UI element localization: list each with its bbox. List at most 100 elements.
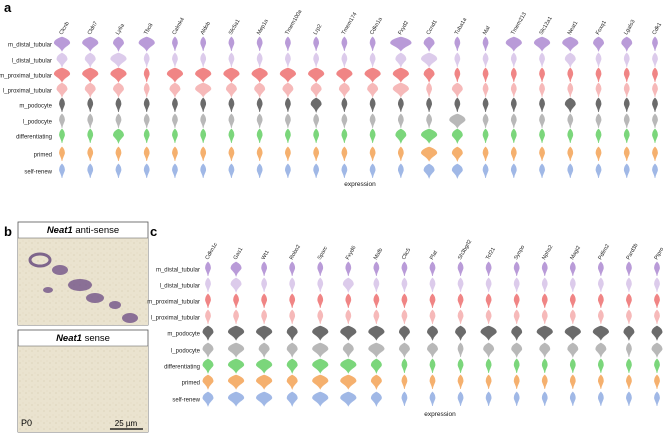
violin <box>110 52 127 68</box>
violin <box>115 163 122 179</box>
violin <box>59 163 65 179</box>
violin <box>369 36 376 52</box>
violin <box>429 374 436 390</box>
violin <box>205 261 211 277</box>
violin <box>539 128 545 144</box>
violin <box>317 293 324 309</box>
violin <box>539 113 545 129</box>
probe: anti-sense <box>73 225 119 236</box>
gene-label: Sh3bgrl2 <box>457 239 473 261</box>
violin <box>370 374 382 391</box>
violin <box>654 293 660 309</box>
violin <box>401 293 408 309</box>
violin <box>623 163 630 179</box>
violin <box>336 67 353 83</box>
violin <box>143 82 150 98</box>
gene-label: Aldob <box>200 21 212 36</box>
violin <box>143 128 150 144</box>
violin <box>510 113 517 129</box>
violin <box>340 325 357 341</box>
violin <box>567 67 574 83</box>
violin <box>654 277 660 293</box>
gene-label: Tmem100a <box>284 8 304 36</box>
violin <box>285 146 291 162</box>
violin <box>623 325 635 342</box>
violin <box>597 261 604 277</box>
violin <box>230 261 242 278</box>
violin <box>513 391 520 407</box>
violin <box>285 97 291 113</box>
violin <box>369 146 376 162</box>
gene-label: Lgals3 <box>623 19 636 36</box>
violin <box>623 52 630 68</box>
violin <box>256 146 263 162</box>
violin <box>313 128 320 144</box>
violin <box>457 374 464 390</box>
violin <box>652 67 658 83</box>
gene-label: Wt1 <box>261 250 271 261</box>
violin <box>485 309 492 325</box>
violin <box>166 67 184 83</box>
violin <box>254 82 266 99</box>
violin <box>513 309 520 325</box>
gene-label: Neat1 <box>567 20 580 36</box>
violin <box>541 358 548 374</box>
violin <box>392 82 409 98</box>
violin <box>84 82 96 99</box>
violin <box>285 36 291 52</box>
violin <box>595 52 602 68</box>
row-label: m_distal_tubular <box>156 268 200 274</box>
violin <box>420 128 438 144</box>
violin <box>429 261 436 277</box>
row-label: l_proximal_tubular <box>3 89 52 95</box>
violin <box>56 82 68 99</box>
violin <box>285 163 291 179</box>
violin <box>510 128 517 144</box>
violin <box>313 146 320 162</box>
violin <box>373 309 380 325</box>
violin <box>338 82 350 99</box>
violin <box>392 67 409 83</box>
violin <box>623 113 630 129</box>
row-label: self-renew <box>172 398 200 404</box>
violin <box>541 261 548 277</box>
violin <box>53 67 71 83</box>
violin <box>652 36 658 52</box>
violin <box>457 358 464 374</box>
violin <box>143 67 150 83</box>
violin <box>289 293 296 309</box>
violin <box>227 374 245 390</box>
panel-label: a <box>4 0 12 15</box>
violin <box>457 309 464 325</box>
violin <box>202 358 214 375</box>
violin <box>541 391 548 407</box>
violin <box>286 325 298 342</box>
violin <box>233 309 239 325</box>
violin <box>59 113 65 129</box>
gene-label: Pdlim2 <box>597 243 611 261</box>
violin <box>480 325 497 341</box>
row-label: differentiating <box>164 365 200 371</box>
violin <box>541 374 548 390</box>
violin <box>654 261 660 277</box>
violin <box>564 325 581 341</box>
violin <box>651 325 663 342</box>
violin <box>200 128 207 144</box>
row-label: l_distal_tubular <box>12 59 52 65</box>
violin <box>597 309 604 325</box>
violin <box>373 261 380 277</box>
violin <box>172 146 178 162</box>
violin <box>429 277 436 293</box>
violin <box>564 97 576 114</box>
violin <box>227 342 245 358</box>
violin <box>289 309 296 325</box>
row-label: m_podocyte <box>167 332 200 338</box>
row-label: l_distal_tubular <box>160 284 200 290</box>
row-label: m_podocyte <box>19 104 52 110</box>
violin <box>143 113 150 129</box>
violin <box>202 342 214 359</box>
gene-label: Synpo <box>513 244 526 261</box>
violin <box>457 342 464 358</box>
violin <box>569 261 576 277</box>
violin <box>626 277 632 293</box>
